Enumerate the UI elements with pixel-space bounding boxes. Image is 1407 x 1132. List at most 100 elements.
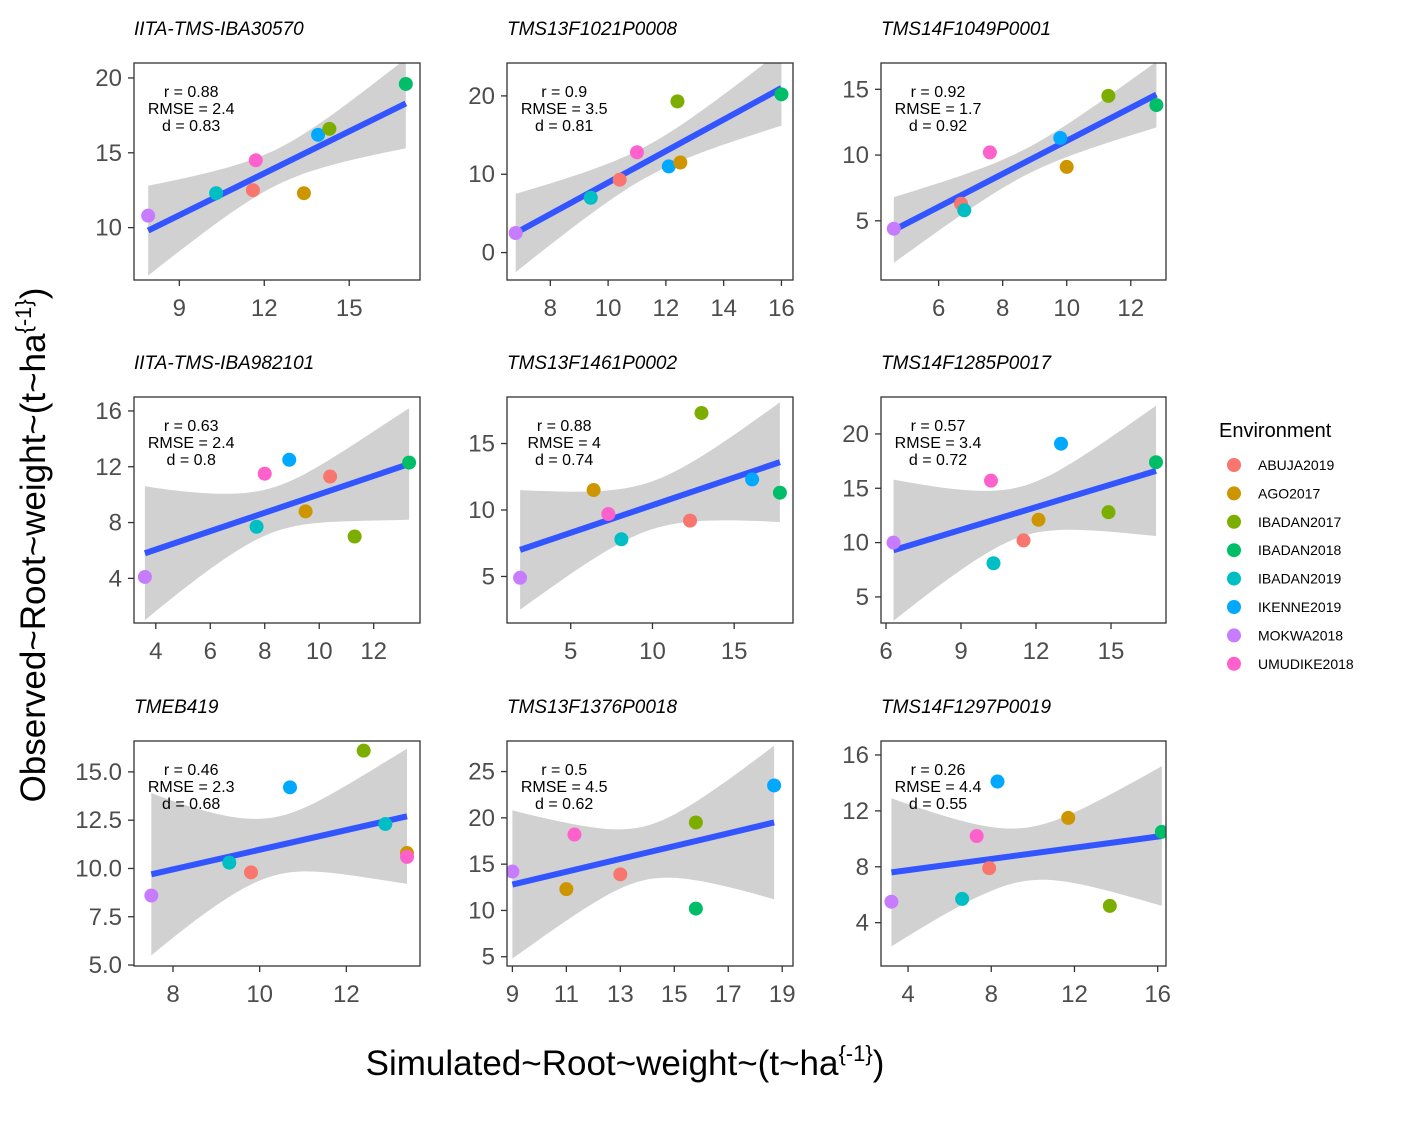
data-point — [1059, 159, 1074, 174]
y-tick-label: 10.0 — [75, 855, 122, 882]
x-tick-label: 12 — [251, 295, 278, 322]
y-tick-label: 10 — [842, 530, 869, 557]
x-tick-label: 10 — [246, 981, 273, 1008]
y-tick-label: 20 — [468, 83, 495, 110]
x-axis-title-main: Simulated~Root~weight~(t~ha — [366, 1044, 839, 1083]
x-tick-label: 9 — [954, 638, 967, 665]
legend-key — [1227, 600, 1241, 614]
plot-area — [144, 743, 414, 956]
data-point — [630, 145, 644, 160]
plot-area — [513, 402, 787, 610]
data-point — [612, 172, 627, 187]
stat-label: RMSE = 4.5 — [521, 779, 608, 796]
legend-label: IBADAN2019 — [1258, 571, 1341, 587]
stat-label: RMSE = 1.7 — [895, 101, 982, 118]
y-tick-label: 5 — [482, 563, 495, 590]
panel-border — [506, 62, 794, 281]
data-point — [378, 817, 393, 832]
data-point — [969, 829, 984, 844]
data-point — [508, 225, 523, 240]
panel-border — [133, 396, 421, 624]
data-point — [601, 506, 616, 521]
stat-label: d = 0.62 — [535, 796, 593, 813]
x-axis-title-superscript: {-1} — [838, 1041, 872, 1066]
x-tick-label: 11 — [554, 981, 579, 1008]
data-point — [745, 472, 760, 487]
data-point — [1154, 824, 1166, 839]
legend-key — [1227, 458, 1241, 472]
y-tick-label: 15 — [468, 851, 495, 878]
y-tick-label: 5 — [856, 584, 869, 611]
legend-label: IKENNE2019 — [1258, 599, 1341, 615]
data-point — [774, 87, 789, 102]
x-tick-label: 12 — [333, 981, 360, 1008]
stat-label: r = 0.92 — [911, 84, 966, 101]
y-tick-label: 15.0 — [75, 759, 122, 786]
x-tick-label: 16 — [768, 295, 795, 322]
data-point — [683, 513, 698, 528]
y-axis-title: Observed~Root~weight~(t~ha{-1}) — [11, 288, 53, 803]
confidence-band — [515, 63, 782, 273]
data-point — [1016, 533, 1031, 548]
x-tick-label: 15 — [1098, 638, 1125, 665]
stat-label: r = 0.5 — [541, 762, 587, 779]
y-tick-label: 8 — [109, 510, 122, 537]
data-point — [957, 203, 972, 218]
legend-title: Environment — [1219, 420, 1332, 442]
legend-label: IBADAN2018 — [1258, 542, 1341, 558]
confidence-band — [151, 748, 407, 956]
x-tick-label: 16 — [1144, 981, 1171, 1008]
x-tick-label: 12 — [653, 295, 680, 322]
panel-border — [133, 62, 421, 281]
data-point — [1149, 455, 1163, 470]
legend-key — [1227, 543, 1241, 558]
stat-label: d = 0.83 — [162, 118, 220, 135]
y-tick-label: 20 — [842, 421, 869, 448]
data-point — [244, 865, 258, 880]
plot-area — [508, 63, 789, 273]
panel-title: TMS13F1461P0002 — [507, 353, 677, 374]
x-tick-label: 19 — [769, 981, 796, 1008]
data-point — [559, 882, 574, 897]
data-point — [245, 183, 260, 198]
regression-line — [150, 813, 408, 878]
x-tick-label: 15 — [661, 981, 688, 1008]
y-tick-label: 16 — [842, 742, 869, 769]
stat-label: RMSE = 4.4 — [895, 779, 982, 796]
data-point — [144, 888, 159, 903]
stat-label: r = 0.26 — [911, 762, 966, 779]
data-point — [982, 145, 997, 160]
y-tick-label: 20 — [468, 805, 495, 832]
panel-title: IITA-TMS-IBA30570 — [134, 19, 304, 40]
stat-label: d = 0.74 — [535, 452, 593, 469]
stat-label: r = 0.9 — [541, 84, 587, 101]
x-tick-label: 6 — [204, 638, 217, 665]
regression-line — [891, 833, 1163, 876]
stat-label: r = 0.63 — [164, 418, 219, 435]
stat-label: d = 0.55 — [909, 796, 967, 813]
regression-line — [146, 100, 408, 234]
data-point — [323, 469, 338, 484]
plot-area — [886, 405, 1163, 621]
data-point — [1102, 898, 1117, 913]
data-point — [249, 519, 264, 534]
y-tick-label: 4 — [109, 565, 122, 592]
data-point — [283, 780, 297, 795]
y-tick-label: 12.5 — [75, 807, 122, 834]
stat-label: RMSE = 3.5 — [521, 101, 608, 118]
confidence-band — [144, 408, 410, 621]
legend-label: IBADAN2017 — [1258, 514, 1341, 530]
x-tick-label: 8 — [985, 981, 998, 1008]
x-tick-label: 13 — [607, 981, 634, 1008]
x-tick-label: 12 — [1117, 295, 1144, 322]
panel-border — [880, 396, 1167, 624]
legend-label: MOKWA2018 — [1258, 627, 1343, 643]
data-point — [688, 815, 703, 830]
y-tick-label: 8 — [856, 854, 869, 881]
